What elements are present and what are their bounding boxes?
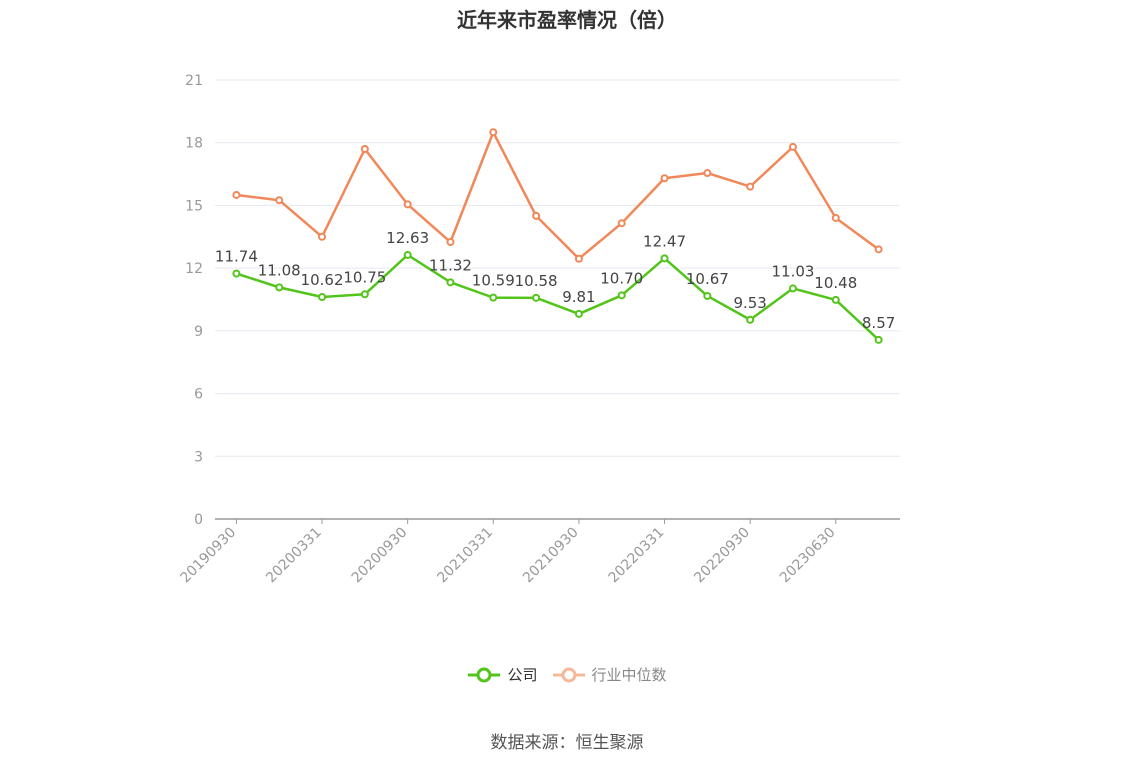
source-text: 数据来源：恒生聚源 xyxy=(490,733,644,753)
data-point-industry-median xyxy=(574,254,583,263)
legend-line-circle-icon xyxy=(552,667,585,682)
data-point-company xyxy=(788,284,797,293)
x-tick-label: 20220930 xyxy=(691,525,753,587)
chart-title: 近年来市盈率情况（倍） xyxy=(457,8,677,32)
data-point-industry-median xyxy=(232,190,241,199)
legend-line-circle-icon xyxy=(468,667,501,682)
data-point-company xyxy=(746,315,755,324)
data-point-industry-median xyxy=(746,182,755,191)
series-line-company xyxy=(236,253,880,341)
y-tick-label: 9 xyxy=(194,324,203,340)
data-point-company xyxy=(232,269,241,278)
data-point-company xyxy=(489,293,498,302)
data-label: 10.75 xyxy=(343,268,386,286)
series-layer xyxy=(232,128,883,344)
data-point-company xyxy=(275,283,284,292)
data-label: 11.03 xyxy=(771,262,814,280)
data-point-industry-median xyxy=(489,128,498,137)
data-point-industry-median xyxy=(703,169,712,178)
data-point-industry-median xyxy=(660,174,669,183)
y-tick-label: 18 xyxy=(185,136,203,152)
data-point-industry-median xyxy=(831,213,840,222)
x-tick-label: 20220331 xyxy=(606,525,668,587)
data-point-company xyxy=(532,293,541,302)
data-label: 11.32 xyxy=(429,256,472,274)
legend-label-company: 公司 xyxy=(507,666,538,684)
data-label: 10.48 xyxy=(814,274,857,292)
legend-item-industry-median[interactable]: 行业中位数 xyxy=(552,664,667,685)
legend-item-company[interactable]: 公司 xyxy=(467,664,538,685)
y-tick-label: 21 xyxy=(185,73,203,89)
data-point-industry-median xyxy=(275,196,284,205)
y-tick-label: 15 xyxy=(185,198,203,214)
data-label: 12.63 xyxy=(386,229,429,247)
data-label: 10.58 xyxy=(515,272,558,290)
legend: 公司 行业中位数 xyxy=(0,664,1134,685)
x-tick-label: 20230630 xyxy=(777,525,839,587)
data-label: 12.47 xyxy=(643,232,686,250)
data-point-industry-median xyxy=(874,245,883,254)
grid-layer xyxy=(215,79,900,457)
data-label: 11.74 xyxy=(215,248,258,266)
data-point-company xyxy=(318,292,327,301)
data-point-industry-median xyxy=(446,238,455,247)
data-label: 11.08 xyxy=(258,261,301,279)
y-tick-label: 0 xyxy=(194,512,203,528)
data-point-company xyxy=(703,291,712,300)
data-point-company xyxy=(446,278,455,287)
data-point-company xyxy=(403,250,412,259)
data-point-company xyxy=(660,254,669,263)
data-point-industry-median xyxy=(788,142,797,151)
data-label: 10.59 xyxy=(472,272,515,290)
series-line-industry-median xyxy=(236,131,880,260)
x-tick-label: 20210331 xyxy=(434,525,496,587)
data-label: 9.53 xyxy=(733,294,766,312)
data-label: 10.62 xyxy=(301,271,344,289)
y-tick-label: 6 xyxy=(194,387,203,403)
legend-label-industry-median: 行业中位数 xyxy=(591,666,667,684)
data-label: 8.57 xyxy=(862,314,895,332)
x-tick-label: 20210930 xyxy=(520,525,582,587)
data-point-industry-median xyxy=(360,144,369,153)
data-point-company xyxy=(360,290,369,299)
data-point-industry-median xyxy=(532,211,541,220)
data-label: 10.70 xyxy=(600,269,643,287)
data-point-industry-median xyxy=(318,232,327,241)
x-tick-label: 20200930 xyxy=(349,525,411,587)
x-tick-label: 20200331 xyxy=(263,525,325,587)
data-point-company xyxy=(617,291,626,300)
y-tick-label: 3 xyxy=(194,449,203,465)
data-point-company xyxy=(831,295,840,304)
data-point-company xyxy=(574,309,583,318)
data-point-industry-median xyxy=(403,200,412,209)
data-point-company xyxy=(874,335,883,344)
data-label: 10.67 xyxy=(686,270,729,288)
y-tick-label: 12 xyxy=(185,261,203,277)
x-tick-label: 20190930 xyxy=(178,525,240,587)
data-label: 9.81 xyxy=(562,288,595,306)
data-point-industry-median xyxy=(617,219,626,228)
